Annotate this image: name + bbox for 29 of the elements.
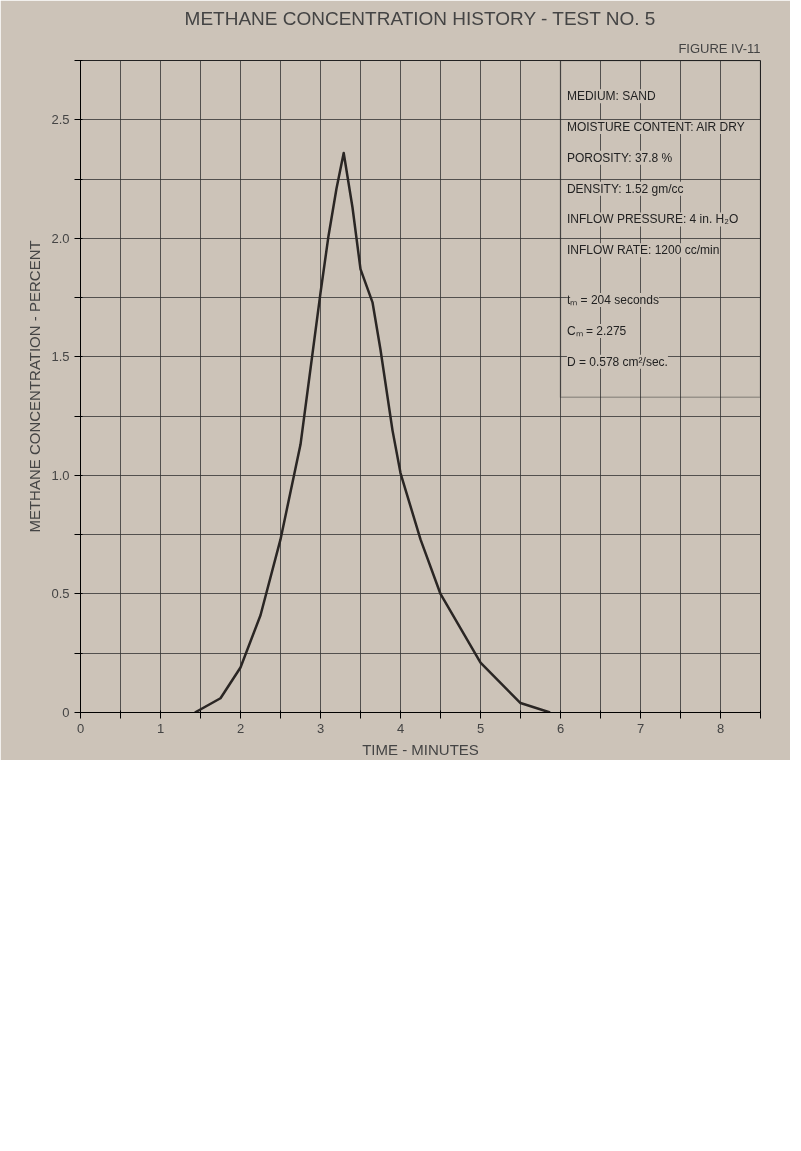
line-series: [193, 151, 552, 713]
annotation: D = 0.578 cm²/sec.: [566, 354, 668, 369]
y-tick-label: 2.5: [51, 112, 70, 128]
y-tick-label: 0.5: [51, 586, 70, 602]
y-tick-label: 1.5: [51, 349, 70, 365]
y-tick-label: 1.0: [51, 467, 70, 483]
annotation: POROSITY: 37.8 %: [566, 150, 673, 165]
x-axis-title: TIME - MINUTES: [362, 740, 479, 758]
x-tick-label: 2: [236, 720, 245, 736]
y-axis-title: METHANE CONCENTRATION - PERCENT: [26, 240, 44, 533]
x-tick-label: 5: [476, 720, 485, 736]
annotation: MEDIUM: SAND: [566, 89, 656, 104]
text: FIGURE IV-11: [678, 40, 761, 56]
x-tick-label: 0: [76, 720, 85, 736]
x-tick-label: 3: [316, 720, 325, 736]
annotation: MOISTURE CONTENT: AIR DRY: [566, 120, 745, 134]
annotation: INFLOW RATE: 1200 cc/min: [566, 243, 720, 258]
x-tick-label: 6: [556, 720, 565, 736]
annotation: Cₘ = 2.275: [566, 323, 627, 338]
x-tick-label: 8: [716, 720, 725, 736]
annotation: INFLOW PRESSURE: 4 in. H₂O: [566, 212, 739, 227]
y-tick-label: 0: [62, 705, 70, 720]
annotation: DENSITY: 1.52 gm/cc: [566, 181, 684, 196]
x-tick-label: 4: [396, 720, 405, 736]
x-tick-label: 1: [156, 720, 165, 736]
chart-title: METHANE CONCENTRATION HISTORY - TEST NO. 5: [184, 7, 656, 29]
y-tick-label: 2.0: [51, 230, 70, 246]
annotation: tₘ = 204 seconds: [566, 293, 659, 308]
x-tick-label: 7: [636, 720, 645, 736]
